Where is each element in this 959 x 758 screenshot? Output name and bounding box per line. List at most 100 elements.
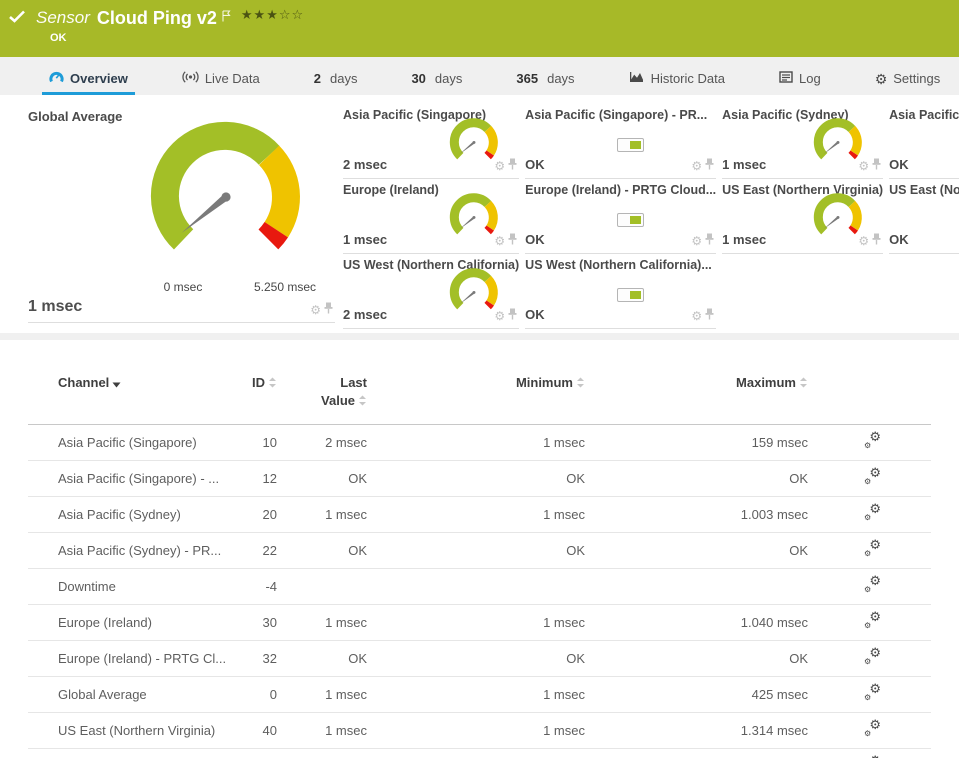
panel-asia-pacific-singapore[interactable]: Asia Pacific (Singapore) 2 msec ⚙: [343, 105, 520, 179]
channel-settings-icon[interactable]: ⚙ ⚙: [864, 717, 881, 739]
table-row[interactable]: Asia Pacific (Singapore) - ... 12 OK OK …: [28, 460, 931, 497]
channel-settings-icon[interactable]: ⚙ ⚙: [864, 681, 881, 703]
panel-gear-icon[interactable]: ⚙: [494, 234, 506, 248]
column-header-maximum[interactable]: Maximum: [591, 374, 814, 426]
panel-us-east-northern-virginia-prtg[interactable]: US East (Northern Virginia) - ... OK ⚙: [889, 180, 959, 254]
panel-pin-icon[interactable]: [705, 307, 714, 325]
panel-global-average[interactable]: Global Average 0 msec 5.250 msec 1 msec …: [28, 105, 335, 323]
column-header-channel[interactable]: Channel: [28, 374, 228, 426]
cell-id: 22: [228, 532, 283, 569]
channel-settings-icon[interactable]: ⚙ ⚙: [864, 537, 881, 559]
channel-settings-icon[interactable]: ⚙ ⚙: [864, 573, 881, 595]
panel-us-west-northern-california[interactable]: US West (Northern California) 2 msec ⚙: [343, 255, 520, 329]
tab-overview[interactable]: Overview: [42, 70, 135, 95]
panel-gear-icon[interactable]: ⚙: [858, 234, 870, 248]
sort-icon: [799, 375, 808, 393]
cell-id: 30: [228, 604, 283, 641]
panel-asia-pacific-sydney-prtg[interactable]: Asia Pacific (Sydney) - PRTG ... OK ⚙: [889, 105, 959, 179]
tab-365-days[interactable]: 365 days: [509, 71, 581, 95]
panel-pin-icon[interactable]: [705, 232, 714, 250]
table-row[interactable]: Global Average 0 1 msec 1 msec 425 msec …: [28, 676, 931, 713]
panel-gear-icon[interactable]: ⚙: [494, 309, 506, 323]
panel-europe-ireland[interactable]: Europe (Ireland) 1 msec ⚙: [343, 180, 520, 254]
cell-last-value: 2 msec: [325, 435, 367, 451]
panel-us-east-northern-virginia[interactable]: US East (Northern Virginia) 1 msec ⚙: [722, 180, 884, 254]
sort-icon: [358, 393, 367, 411]
column-header-id[interactable]: ID: [228, 374, 283, 426]
tab-365-days-number: 365: [516, 71, 539, 86]
panel-pin-icon[interactable]: [508, 157, 517, 175]
panel-pin-icon[interactable]: [508, 307, 517, 325]
panel-europe-ireland-prtg[interactable]: Europe (Ireland) - PRTG Cloud... OK ⚙: [525, 180, 717, 254]
panel-gear-icon[interactable]: ⚙: [691, 159, 703, 173]
channel-settings-icon[interactable]: ⚙ ⚙: [864, 429, 881, 451]
cell-channel: Asia Pacific (Sydney) - PR...: [28, 532, 228, 569]
table-row[interactable]: Europe (Ireland) 30 1 msec 1 msec 1.040 …: [28, 604, 931, 641]
panel-title: Asia Pacific (Singapore) - PR...: [525, 108, 708, 122]
tab-historic-data-label: Historic Data: [650, 71, 725, 86]
panel-title: Europe (Ireland) - PRTG Cloud...: [525, 183, 717, 197]
column-header-last-value[interactable]: Last Value: [283, 374, 373, 426]
cell-id: -4: [228, 568, 283, 605]
table-row[interactable]: US East (Northern Virginia) 40 1 msec 1 …: [28, 712, 931, 749]
channel-settings-icon[interactable]: ⚙ ⚙: [864, 609, 881, 631]
tab-2-days-label: days: [329, 71, 358, 86]
panel-pin-icon[interactable]: [705, 157, 714, 175]
tab-log[interactable]: Log: [772, 71, 828, 95]
table-row[interactable]: Downtime -4 ⚙ ⚙: [28, 568, 931, 605]
panel-us-west-northern-california-prtg[interactable]: US West (Northern California)... OK ⚙: [525, 255, 717, 329]
cell-last-value: 1 msec: [283, 604, 373, 641]
panel-gear-icon[interactable]: ⚙: [691, 234, 703, 248]
sensor-name: Cloud Ping v2: [96, 8, 217, 28]
channel-settings-icon[interactable]: ⚙ ⚙: [864, 465, 881, 487]
cell-id: 32: [228, 640, 283, 677]
channel-settings-icon[interactable]: ⚙ ⚙: [864, 645, 881, 667]
tab-settings[interactable]: ⚙ Settings: [868, 71, 948, 95]
panel-pin-icon[interactable]: [872, 232, 881, 250]
priority-stars[interactable]: ★★★☆☆: [241, 7, 304, 22]
channel-gauges-grid: Asia Pacific (Singapore) 2 msec ⚙ Asia P…: [343, 105, 959, 333]
cell-minimum: 1 msec: [373, 712, 591, 749]
sort-icon: [268, 375, 277, 393]
tab-30-days[interactable]: 30 days: [404, 71, 469, 95]
panel-value: OK: [525, 232, 545, 247]
panel-gear-icon[interactable]: ⚙: [310, 303, 321, 317]
cell-maximum: 1.314 msec: [591, 712, 814, 749]
table-row[interactable]: US East (Northern Virgini... 42 OK OK OK…: [28, 748, 931, 758]
cell-last-value: OK: [283, 640, 373, 677]
panel-pin-icon[interactable]: [508, 232, 517, 250]
panel-title: Global Average: [28, 109, 123, 124]
column-header-maximum-label: Maximum: [736, 375, 796, 390]
sort-desc-icon: [112, 375, 121, 393]
gauge-scale-max: 5.250 msec: [253, 280, 317, 294]
stars-filled: ★★★: [240, 7, 279, 22]
panel-title: US East (Northern Virginia): [722, 183, 884, 197]
table-row[interactable]: Asia Pacific (Sydney) - PR... 22 OK OK O…: [28, 532, 931, 569]
gauge-scale-min: 0 msec: [163, 280, 203, 294]
tab-historic-data[interactable]: Historic Data: [622, 71, 732, 95]
cell-id: 10: [262, 435, 277, 451]
panel-pin-icon[interactable]: [872, 157, 881, 175]
panel-asia-pacific-sydney[interactable]: Asia Pacific (Sydney) 1 msec ⚙: [722, 105, 884, 179]
table-header-row: Channel ID Last Value Minimum Maximum: [28, 374, 931, 426]
tab-live-data[interactable]: Live Data: [175, 71, 267, 95]
cell-minimum: OK: [373, 460, 591, 497]
cell-channel: US East (Northern Virginia): [28, 712, 228, 749]
panel-gear-icon[interactable]: ⚙: [494, 159, 506, 173]
panel-asia-pacific-singapore-prtg[interactable]: Asia Pacific (Singapore) - PR... OK ⚙: [525, 105, 717, 179]
flag-icon[interactable]: [221, 7, 231, 29]
tab-2-days[interactable]: 2 days: [307, 71, 365, 95]
column-header-minimum[interactable]: Minimum: [373, 374, 591, 426]
table-row[interactable]: Asia Pacific (Singapore) 10 2 msec 1 mse…: [28, 425, 931, 461]
table-row[interactable]: Europe (Ireland) - PRTG Cl... 32 OK OK O…: [28, 640, 931, 677]
column-header-minimum-label: Minimum: [515, 375, 573, 390]
tab-overview-label: Overview: [70, 70, 128, 86]
channel-settings-icon[interactable]: ⚙ ⚙: [864, 501, 881, 523]
cell-maximum: [591, 568, 814, 605]
panel-pin-icon[interactable]: [324, 301, 333, 319]
panel-value: 1 msec: [722, 232, 767, 247]
table-row[interactable]: Asia Pacific (Sydney) 20 1 msec 1 msec 1…: [28, 496, 931, 533]
panel-gear-icon[interactable]: ⚙: [858, 159, 870, 173]
cell-channel: Global Average: [28, 676, 228, 713]
panel-gear-icon[interactable]: ⚙: [691, 309, 703, 323]
